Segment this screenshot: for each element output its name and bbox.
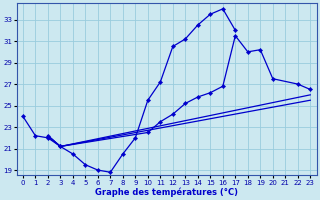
X-axis label: Graphe des températures (°C): Graphe des températures (°C) [95, 187, 238, 197]
